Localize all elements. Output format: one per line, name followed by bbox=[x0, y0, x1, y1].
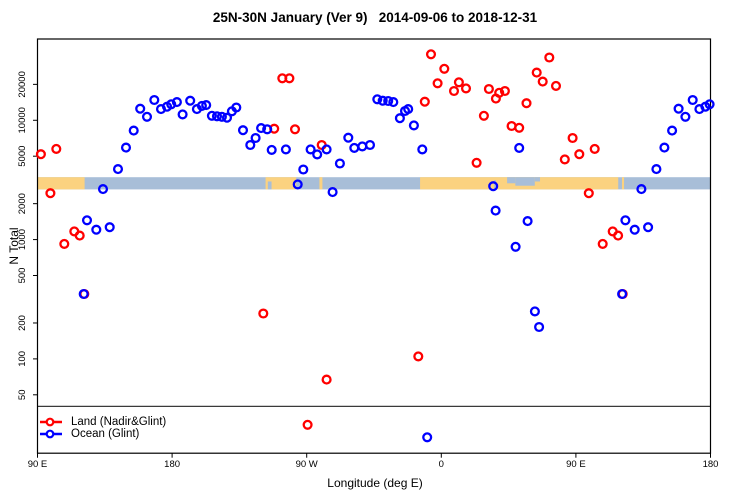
legend-item-ocean: Ocean (Glint) bbox=[39, 428, 166, 440]
svg-text:20000: 20000 bbox=[17, 71, 28, 97]
svg-text:90 E: 90 E bbox=[566, 459, 586, 470]
svg-text:100: 100 bbox=[17, 351, 28, 367]
x-axis-label: Longitude (deg E) bbox=[327, 476, 423, 490]
svg-text:180: 180 bbox=[164, 459, 180, 470]
svg-text:90 W: 90 W bbox=[296, 459, 318, 470]
svg-text:2000: 2000 bbox=[17, 193, 28, 214]
svg-text:50: 50 bbox=[17, 390, 28, 401]
svg-text:200: 200 bbox=[17, 315, 28, 331]
svg-text:180: 180 bbox=[703, 459, 719, 470]
svg-text:5000: 5000 bbox=[17, 146, 28, 167]
svg-text:10000: 10000 bbox=[17, 107, 28, 133]
y-axis-label: N Total bbox=[7, 227, 21, 265]
ocean-series-marker-icon bbox=[40, 429, 62, 439]
legend-item-land: Land (Nadir&Glint) bbox=[39, 416, 166, 428]
legend-label-ocean: Ocean (Glint) bbox=[71, 428, 140, 440]
svg-text:0: 0 bbox=[439, 459, 444, 470]
svg-text:1000: 1000 bbox=[17, 229, 28, 250]
land-series-marker-icon bbox=[40, 417, 62, 427]
svg-text:500: 500 bbox=[17, 268, 28, 284]
legend: Land (Nadir&Glint) Ocean (Glint) bbox=[39, 416, 166, 440]
svg-text:90 E: 90 E bbox=[28, 459, 48, 470]
chart-title: 25N-30N January (Ver 9) 2014-09-06 to 20… bbox=[212, 10, 538, 25]
legend-label-land: Land (Nadir&Glint) bbox=[71, 416, 167, 428]
